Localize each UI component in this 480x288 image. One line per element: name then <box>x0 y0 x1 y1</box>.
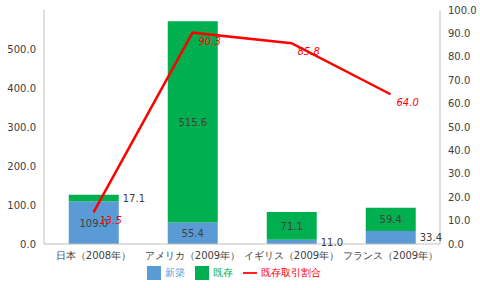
svg-text:フランス（2009年）: フランス（2009年） <box>343 250 438 261</box>
svg-text:アメリカ（2009年）: アメリカ（2009年） <box>145 250 240 261</box>
svg-text:11.0: 11.0 <box>321 237 343 248</box>
svg-text:10.0: 10.0 <box>448 215 470 226</box>
svg-text:0.0: 0.0 <box>448 239 464 250</box>
svg-text:80.0: 80.0 <box>448 51 470 62</box>
svg-text:50.0: 50.0 <box>448 122 470 133</box>
svg-text:500.0: 500.0 <box>8 44 36 55</box>
svg-text:日本（2008年）: 日本（2008年） <box>56 250 131 261</box>
svg-text:200.0: 200.0 <box>8 161 36 172</box>
svg-text:90.0: 90.0 <box>448 28 470 39</box>
html-text:既存取引割合: 既存取引割合 <box>261 267 321 278</box>
svg-text:55.4: 55.4 <box>182 228 204 239</box>
html-text:既存: 既存 <box>213 267 233 278</box>
svg-text:30.0: 30.0 <box>448 168 470 179</box>
svg-text:60.0: 60.0 <box>448 98 470 109</box>
svg-text:100.0: 100.0 <box>448 5 472 16</box>
svg-text:85.8: 85.8 <box>298 46 320 57</box>
svg-text:70.0: 70.0 <box>448 75 470 86</box>
svg-text:13.5: 13.5 <box>100 215 122 226</box>
svg-text:300.0: 300.0 <box>8 122 36 133</box>
svg-text:71.1: 71.1 <box>281 221 303 232</box>
svg-text:0.0: 0.0 <box>20 239 36 250</box>
svg-text:イギリス（2009年）: イギリス（2009年） <box>244 250 339 261</box>
svg-text:109.0: 109.0 <box>79 217 109 229</box>
html-text:新築: 新築 <box>165 267 185 278</box>
svg-text:64.0: 64.0 <box>397 97 419 108</box>
svg-text:100.0: 100.0 <box>8 200 36 211</box>
svg-text:33.4: 33.4 <box>420 232 442 243</box>
svg-text:59.4: 59.4 <box>380 214 402 225</box>
svg-text:515.6: 515.6 <box>178 117 207 128</box>
svg-text:20.0: 20.0 <box>448 192 470 203</box>
svg-text:90.3: 90.3 <box>199 36 221 47</box>
svg-text:17.1: 17.1 <box>123 193 145 204</box>
svg-text:400.0: 400.0 <box>8 83 36 94</box>
svg-text:40.0: 40.0 <box>448 145 470 156</box>
